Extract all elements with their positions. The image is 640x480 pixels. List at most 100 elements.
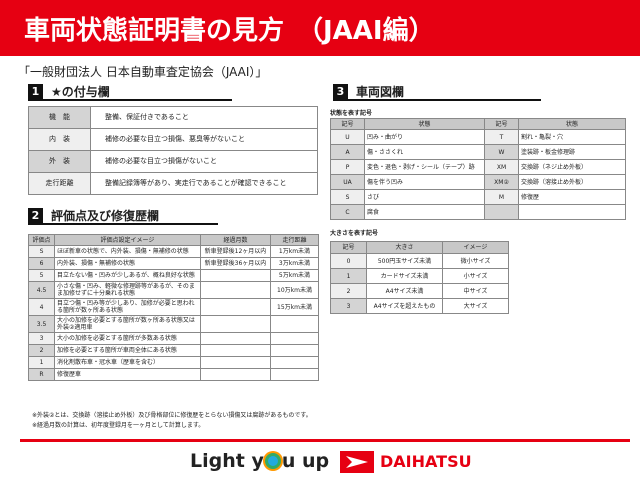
column-header: 評価点 [28,234,55,246]
table-cell [270,356,319,369]
daihatsu-emblem-icon [340,451,374,473]
row-value: 整備、保証付きであること [90,106,318,129]
table-cell: 中サイズ [442,283,509,299]
table-cell: 新車登録後12ヶ月以内 [200,245,271,258]
table-row: C 腐食 [330,204,626,220]
table-row: 1 カードサイズ未満 小サイズ [330,268,509,284]
table-cell [200,344,271,357]
page-title: 車両状態証明書の見方 （JAAI編） [0,0,640,56]
table-cell: R [28,368,55,381]
table-row: 6 内外装、損傷・無補修の状態 新車登録後36ヶ月以内 3万km未満 [28,257,319,270]
table-cell: UA [330,174,365,190]
table-cell: 変色・退色・剥げ・シール（テープ）跡 [364,159,485,175]
table-cell: 内外装、損傷・無補修の状態 [54,257,201,270]
divider [20,439,630,442]
table-row: 4 目立つ傷・凹み等が少しあり、加修が必要と思われる箇所が数ヶ所ある状態 15万km… [28,298,319,316]
table-cell: 3万km未満 [270,257,319,270]
table-cell [270,368,319,381]
slogan-part: Light y [190,450,264,472]
table-cell: W [484,144,519,160]
table-cell: さび [364,189,485,205]
table-row: 走行距離 整備記録簿等があり、実走行であることが確認できること [28,172,318,195]
table-cell: A4サイズを超えたもの [366,298,443,314]
table-cell: 修復歴車 [54,368,201,381]
brand-logo: DAIHATSU [380,452,472,471]
table-cell [200,368,271,381]
row-label: 走行距離 [28,172,91,195]
table-cell: 3 [330,298,367,314]
table-cell: XM② [484,174,519,190]
table-cell: 大小の加修を必要とする箇所が多数ある状態 [54,332,201,345]
section3-heading: 3 車両図欄 [333,84,541,101]
header-row: 記号 大きさ イメージ [330,241,509,254]
table-cell: 5 [28,269,55,282]
table-row: 外 装補修の必要な目立つ損傷がないこと [28,150,318,173]
table-cell: P [330,159,365,175]
section-title: 評価点及び修復歴欄 [51,209,160,223]
table-row: 4.5 小さな傷・凹み、軽微な修理跡等があるが、そのまま加修せずに十分乗れる状態 1… [28,281,319,299]
table-cell: 1 [330,268,367,284]
table-cell: 10万km未満 [270,281,319,299]
section1-heading: 1 ★の付与欄 [28,84,232,101]
table-cell: 2 [28,344,55,357]
state-symbols-label: 状態を表す記号 [330,110,373,117]
table-cell: 新車登録後36ヶ月以内 [200,257,271,270]
table-cell: 5万km未満 [270,269,319,282]
table-cell: 4 [28,298,55,316]
table-row: 内 装補修の必要な目立つ損傷、悪臭等がないこと [28,128,318,151]
column-header: 記号 [330,241,367,254]
section-number: 2 [28,208,43,223]
table-cell: 4.5 [28,281,55,299]
rainbow-o-icon [264,453,281,469]
header-row: 記号 状態 記号 状態 [330,118,626,130]
star-table: 機 能整備、保証付きであること内 装補修の必要な目立つ損傷、悪臭等がないこと外 … [28,106,318,195]
table-cell: 目立つ傷・凹み等が少しあり、加修が必要と思われる箇所が数ヶ所ある状態 [54,298,201,316]
row-value: 補修の必要な目立つ損傷、悪臭等がないこと [90,128,318,151]
table-cell: A4サイズ未満 [366,283,443,299]
table-cell [484,204,519,220]
row-label: 機 能 [28,106,91,129]
row-label: 外 装 [28,150,91,173]
table-cell [200,298,271,316]
table-row: R 修復歴車 [28,368,319,381]
table-row: UA 傷を伴う凹み XM② 交換跡（溶接止め外板） [330,174,626,190]
table-cell: 交換跡（溶接止め外板） [518,174,626,190]
column-header: 記号 [330,118,365,130]
table-cell: T [484,129,519,145]
table-row: 5 目立たない傷・凹みが少しあるが、概ね良好な状態 5万km未満 [28,269,319,282]
table-cell: 塗装跡・板金修理跡 [518,144,626,160]
section-number: 3 [333,84,348,99]
row-value: 整備記録簿等があり、実走行であることが確認できること [90,172,318,195]
table-cell: 凹み・曲がり [364,129,485,145]
table-cell [200,332,271,345]
section2-heading: 2 評価点及び修復歴欄 [28,208,218,225]
table-cell: 1 [28,356,55,369]
column-header: 状態 [364,118,485,130]
table-cell: A [330,144,365,160]
column-header: イメージ [442,241,509,254]
table-row: S ほぼ新車の状態で、内外装、損傷・無補修の状態 新車登録後12ヶ月以内 1万km未満 [28,245,319,258]
table-cell [200,315,271,333]
table-row: 2 加修を必要とする箇所が車両全体にある状態 [28,344,319,357]
table-cell [518,204,626,220]
table-row: 3.5 大小の加修を必要とする箇所が数ヶ所ある状態又は外装②適用車 [28,315,319,333]
table-cell: 傷を伴う凹み [364,174,485,190]
table-cell: 目立たない傷・凹みが少しあるが、概ね良好な状態 [54,269,201,282]
table-row: 3 大小の加修を必要とする箇所が多数ある状態 [28,332,319,345]
table-cell: 500円玉サイズ未満 [366,253,443,269]
table-row: A 傷・ささくれ W 塗装跡・板金修理跡 [330,144,626,160]
table-cell [270,332,319,345]
table-cell: 腐食 [364,204,485,220]
table-cell: 微小サイズ [442,253,509,269]
note: ※経過月数の計算は、初年度登録月を一ヶ月として計算します。 [32,422,205,429]
subtitle: 「一般財団法人 日本自動車査定協会（JAAI）」 [18,65,268,79]
section-title: ★の付与欄 [51,85,110,99]
table-cell: 6 [28,257,55,270]
table-cell [200,281,271,299]
section-number: 1 [28,84,43,99]
section-title: 車両図欄 [356,85,405,99]
table-row: 1 消化剤散布車・冠水車（歴車を含む） [28,356,319,369]
table-cell: 2 [330,283,367,299]
table-cell [200,269,271,282]
note: ※外装②とは、交換跡（溶接止め外板）及び骨格部位に修復歴をとらない損傷又は腐跡が… [32,412,312,419]
